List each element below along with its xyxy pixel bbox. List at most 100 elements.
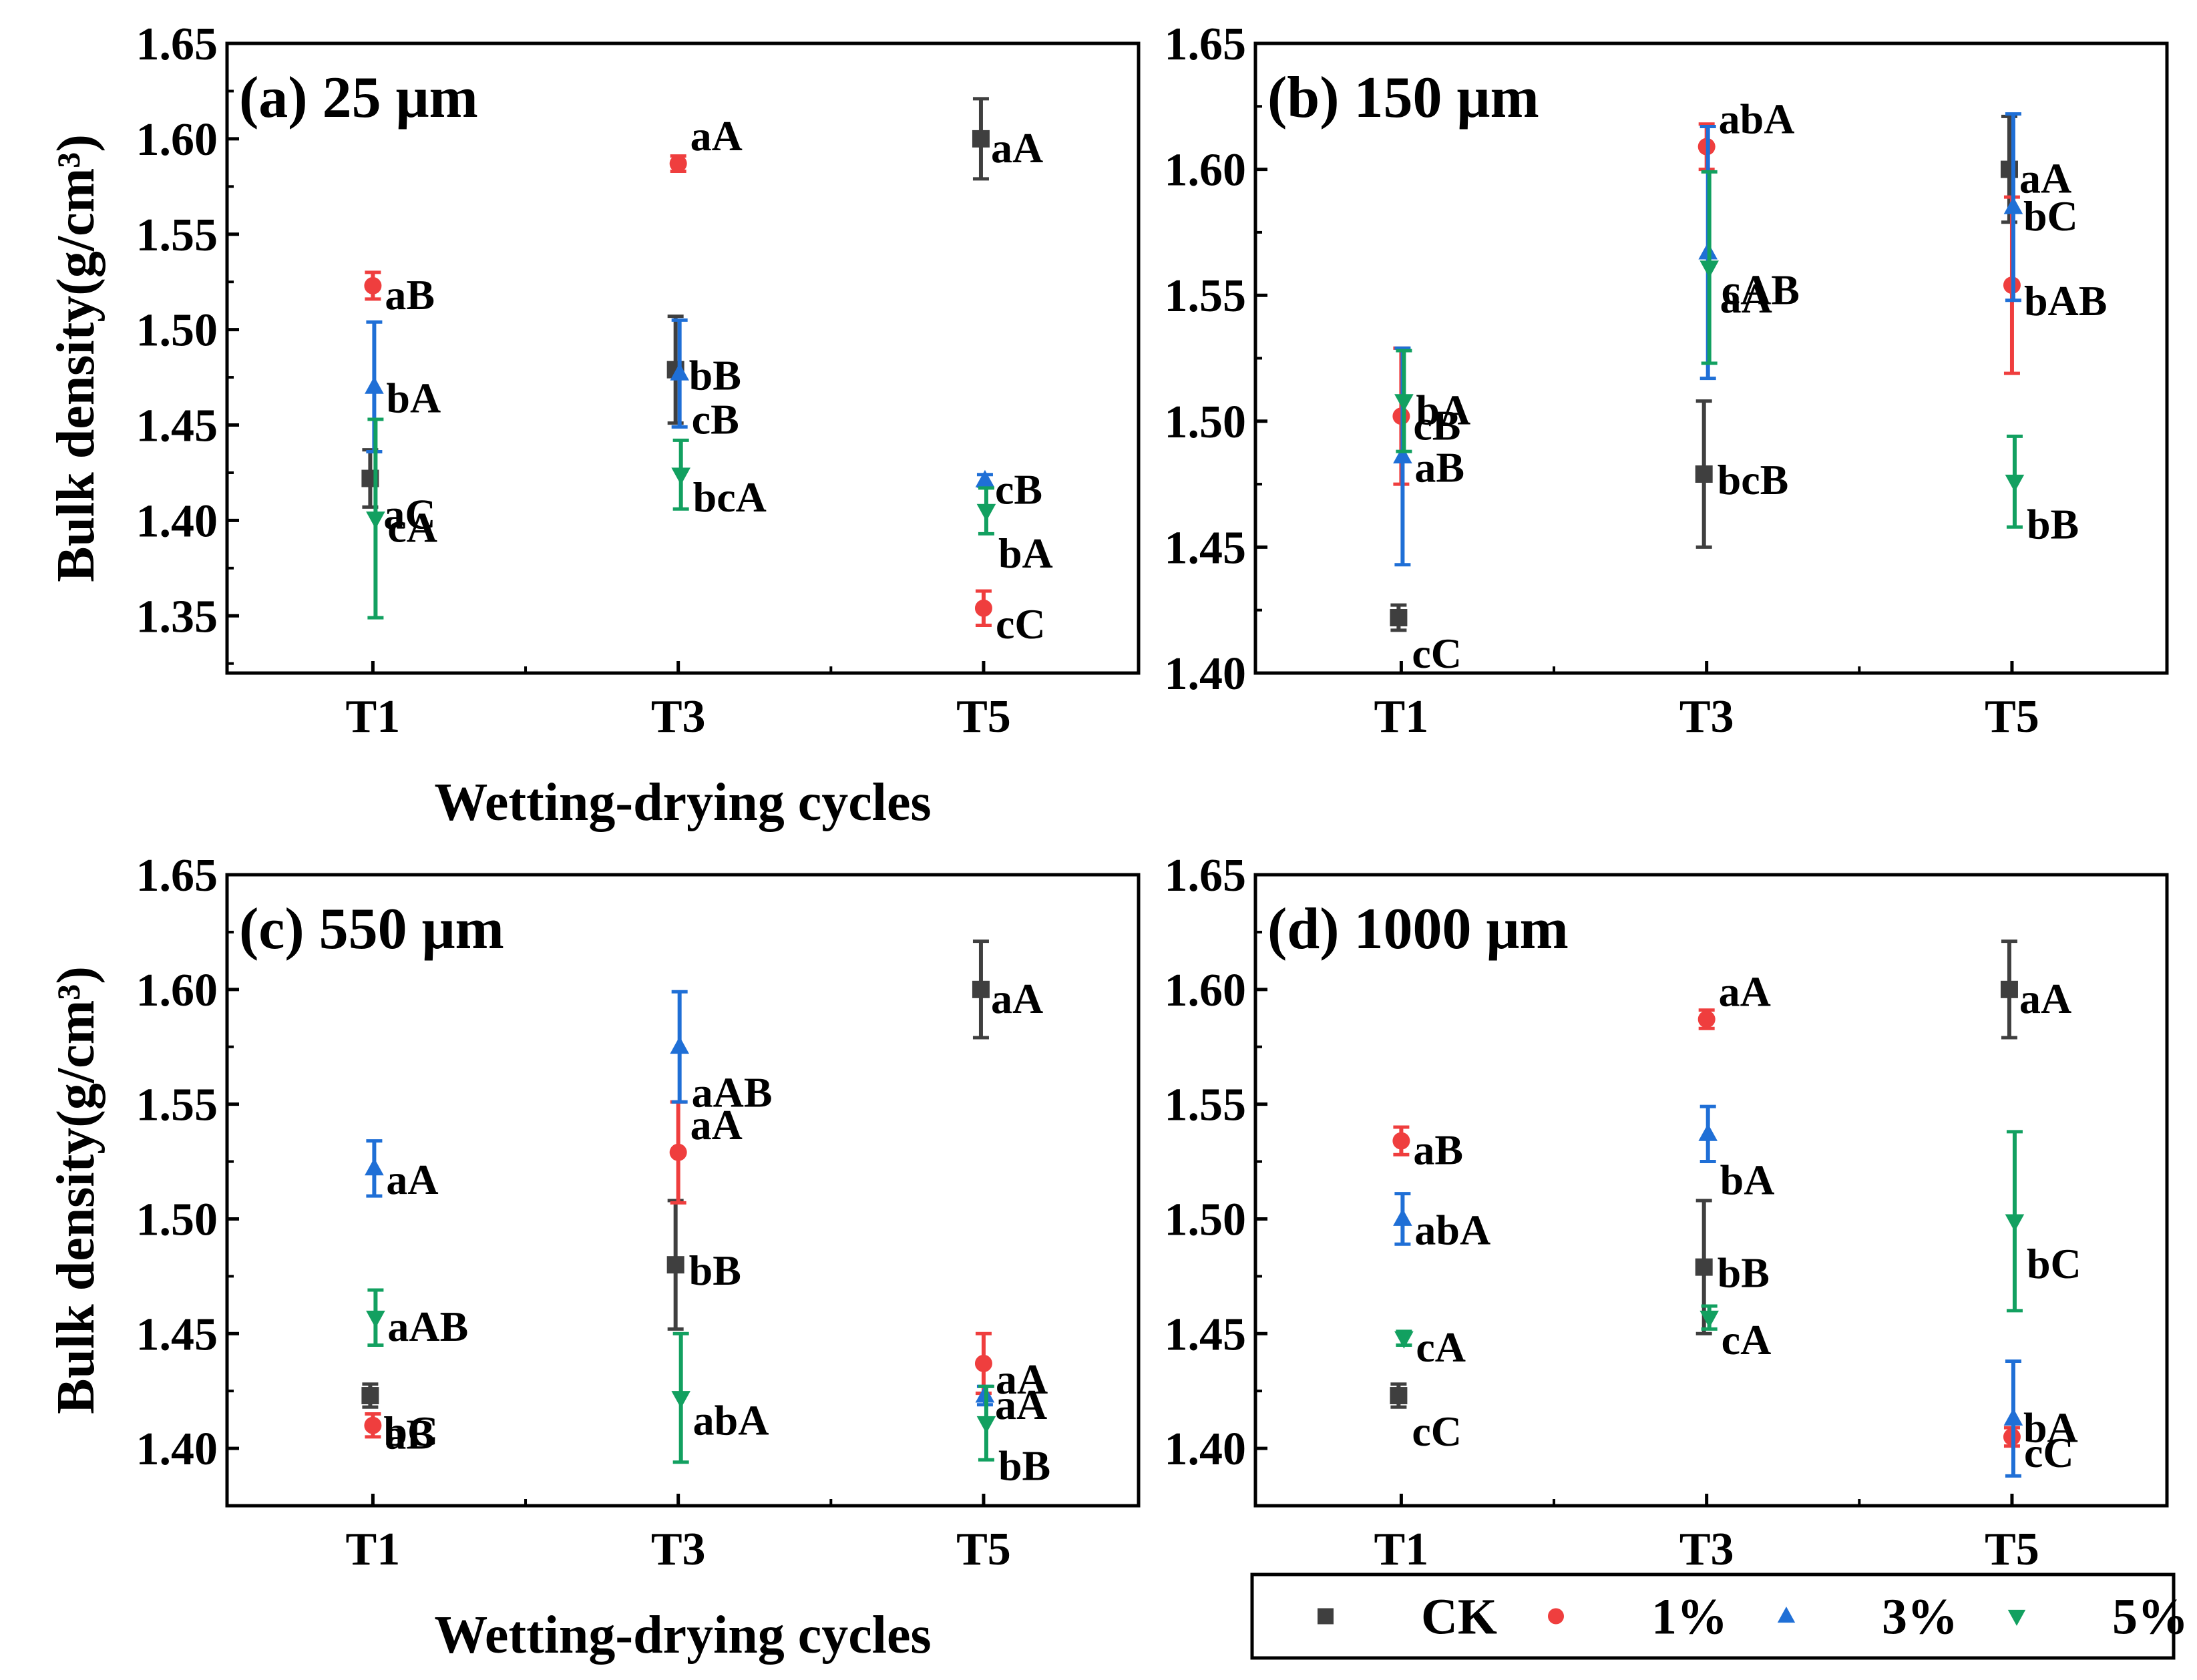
series-5%: aAB abA bB xyxy=(366,1288,1050,1489)
plot-frame xyxy=(225,41,1141,675)
data-point xyxy=(1695,465,1713,483)
significance-label: cA xyxy=(1722,1316,1772,1363)
significance-label: abA xyxy=(693,1396,769,1444)
significance-label: aA xyxy=(2019,975,2071,1022)
data-point xyxy=(666,1256,684,1274)
data-point xyxy=(976,1416,996,1434)
y-tick-label: 1.55 xyxy=(136,210,218,261)
series-1%: aB aA cC xyxy=(364,112,1046,648)
y-tick-label: 1.40 xyxy=(136,1424,218,1475)
data-point xyxy=(365,376,384,394)
data-point xyxy=(364,1416,382,1434)
data-point xyxy=(1394,1331,1414,1349)
data-point xyxy=(361,1387,379,1405)
significance-label: bB xyxy=(689,1247,741,1294)
legend-marker xyxy=(2007,1609,2026,1626)
significance-label: aAB xyxy=(387,1303,468,1350)
y-tick-label: 1.50 xyxy=(1165,1194,1247,1245)
significance-label: bC xyxy=(2023,192,2078,240)
y-tick-label: 1.40 xyxy=(1165,648,1247,700)
significance-label: bB xyxy=(1718,1249,1770,1297)
legend-marker xyxy=(1548,1608,1564,1625)
significance-label: aA xyxy=(2019,155,2071,202)
significance-label: aC xyxy=(383,491,435,538)
series-5%: cA bcA bA xyxy=(366,417,1053,620)
data-point xyxy=(2003,1408,2023,1426)
y-tick-label: 1.65 xyxy=(136,850,218,901)
x-tick-label: T5 xyxy=(956,691,1011,743)
x-tick-label: T1 xyxy=(346,691,401,743)
y-tick-label: 1.55 xyxy=(1165,270,1247,322)
series-CK: aC bB aA xyxy=(361,97,1043,538)
significance-label: bB xyxy=(689,352,741,399)
y-tick-label: 1.60 xyxy=(136,965,218,1016)
significance-label: cC xyxy=(2024,1429,2074,1476)
significance-label: abA xyxy=(1719,95,1795,143)
chart-panel-1: 1.35 1.40 1.45 1.50 1.55 1.60 1.65 T1 T3 T5 (a) 25… xyxy=(47,19,1141,832)
panel-title: (c) 550 μm xyxy=(239,897,504,962)
significance-label: bcA xyxy=(693,473,767,521)
significance-label: aA xyxy=(386,1156,438,1203)
data-point xyxy=(972,130,990,148)
data-point xyxy=(366,511,385,530)
data-point xyxy=(2005,474,2025,492)
y-axis-label: Bulk density(g/cm³) xyxy=(47,966,106,1414)
significance-label: cA xyxy=(387,504,437,552)
significance-label: aA xyxy=(991,975,1043,1022)
data-point xyxy=(671,467,690,485)
significance-label: abA xyxy=(1414,1206,1490,1253)
series-CK: bC bB aA xyxy=(361,939,1043,1455)
plot-frame xyxy=(1253,873,2169,1508)
significance-label: cC xyxy=(1412,630,1462,677)
y-tick-label: 1.45 xyxy=(1165,1309,1247,1360)
legend-marker xyxy=(1318,1608,1334,1625)
significance-label: bA xyxy=(1720,1156,1775,1203)
significance-label: bcB xyxy=(1718,456,1789,503)
series-3%: abA bA bA xyxy=(1393,1104,2078,1478)
significance-label: aA xyxy=(1719,968,1771,1015)
y-tick-label: 1.55 xyxy=(1165,1080,1247,1131)
significance-label: bA xyxy=(2023,1404,2078,1451)
data-point xyxy=(2005,1214,2025,1232)
data-point xyxy=(1390,1387,1408,1405)
significance-label: cB xyxy=(1413,401,1460,449)
significance-label: bA xyxy=(998,530,1053,577)
legend-label: 5% xyxy=(2112,1589,2188,1645)
y-axis-label: Bulk density(g/cm³) xyxy=(47,134,106,582)
significance-label: aA xyxy=(991,124,1043,172)
data-point xyxy=(1695,1258,1713,1276)
y-tick-label: 1.35 xyxy=(136,591,218,642)
significance-label: bC xyxy=(383,1408,438,1455)
x-tick-label: T1 xyxy=(1374,691,1429,743)
y-tick-label: 1.40 xyxy=(1165,1424,1247,1475)
significance-label: bB xyxy=(2027,500,2079,548)
y-tick-label: 1.40 xyxy=(136,495,218,547)
significance-label: cA xyxy=(1416,1323,1466,1371)
y-tick-label: 1.50 xyxy=(136,1194,218,1245)
y-tick-label: 1.45 xyxy=(136,401,218,452)
data-point xyxy=(974,1354,992,1372)
data-point xyxy=(2000,980,2018,998)
chart-panel-4: 1.40 1.45 1.50 1.55 1.60 1.65 T1 T3 T5 (d) 1000 μ… xyxy=(1165,850,2169,1575)
y-tick-label: 1.65 xyxy=(136,19,218,70)
panel-title: (d) 1000 μm xyxy=(1267,897,1569,962)
series-CK: cC bcB aA xyxy=(1390,114,2071,677)
significance-label: cB xyxy=(995,465,1042,513)
x-tick-label: T1 xyxy=(1374,1524,1429,1575)
data-point xyxy=(1697,1010,1716,1028)
data-point xyxy=(1700,1310,1719,1328)
panel-title: (a) 25 μm xyxy=(239,65,478,130)
legend-label: CK xyxy=(1421,1589,1497,1645)
y-tick-label: 1.45 xyxy=(136,1309,218,1360)
significance-label: bB xyxy=(998,1442,1050,1489)
panel-title: (b) 150 μm xyxy=(1267,65,1539,130)
data-point xyxy=(1390,609,1408,627)
chart-panel-2: 1.40 1.45 1.50 1.55 1.60 1.65 T1 T3 T5 (b) 150 μm… xyxy=(1165,19,2169,743)
data-point xyxy=(1393,1208,1412,1226)
significance-label: aA xyxy=(690,112,743,160)
legend-marker xyxy=(1777,1607,1796,1623)
x-tick-label: T3 xyxy=(1679,691,1734,743)
x-axis-label: Wetting-drying cycles xyxy=(434,773,931,832)
data-point xyxy=(669,155,687,173)
